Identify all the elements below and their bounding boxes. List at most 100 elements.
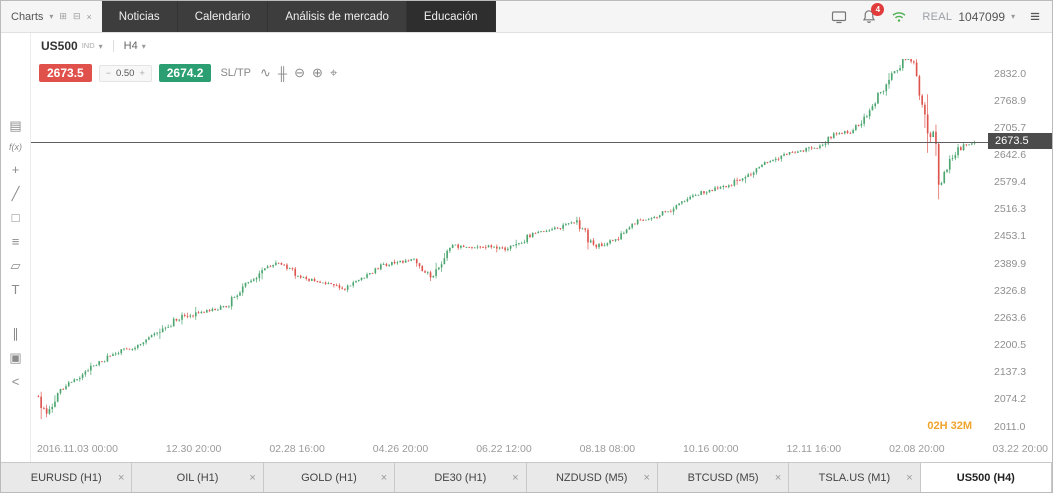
timeframe-selector[interactable]: H4 ▾ [124,40,146,52]
crosshair-icon[interactable]: + [11,162,20,177]
nav-tab-educacion[interactable]: Educación [406,1,496,32]
share-icon[interactable]: < [11,374,20,389]
trade-widget: 2673.5 − 0.50 + 2674.2 SL/TP ∿ ╫ ⊖ ⊕ ⌖ [39,64,337,82]
chart-tab-label: TSLA.US (M1) [818,471,891,484]
y-axis-label: 2137.3 [994,366,1027,379]
y-axis-label: 2705.7 [994,121,1027,134]
chart-tab-label: DE30 (H1) [434,471,487,484]
caret-down-icon: ▾ [1011,12,1016,21]
volume-icon[interactable]: ∥ [12,326,19,341]
x-axis-label: 12.11 16:00 [786,443,842,455]
time-axis[interactable]: 2016.11.03 00:00 12.30 20:00 02.28 16:00… [31,436,1052,462]
y-axis-label: 2011.0 [994,420,1026,433]
account-number: 1047099 [958,9,1006,24]
connection-status-icon [891,10,907,23]
candles-icon[interactable]: ╫ [277,65,288,81]
symbol-bar: US500 IND ▾ H4 ▾ [31,33,1052,59]
price-axis[interactable]: 2832.0 2768.9 2705.7 2642.6 2579.4 2516.… [986,59,1052,436]
topbar-right: 4 REAL 1047099 ▾ ≡ [819,1,1052,32]
hamburger-menu[interactable]: ≡ [1030,6,1040,26]
close-tab-icon[interactable]: × [774,471,782,484]
x-axis-label: 06.22 12:00 [476,443,532,455]
account-selector[interactable]: REAL 1047099 ▾ [922,10,1015,24]
chart-tab-gold[interactable]: GOLD (H1) × [263,463,396,492]
chart-pane: US500 IND ▾ H4 ▾ 2673.5 − 0.50 [31,33,1052,462]
candle-countdown: 02H 32M [927,420,972,432]
close-tab-icon[interactable]: × [643,471,650,484]
x-axis-label: 03.22 20:00 [992,443,1048,455]
symbol-name: US500 [41,39,78,53]
topbar-spacer [496,1,820,32]
zoom-out-icon[interactable]: ⊖ [294,65,306,80]
fibonacci-icon[interactable]: ≡ [11,234,20,249]
x-axis-label: 02.28 16:00 [269,443,325,455]
close-icon[interactable]: × [86,11,92,22]
indicators-icon[interactable]: f(x) [9,142,22,152]
y-axis-label: 2263.6 [994,311,1027,324]
x-axis-label: 12.30 20:00 [165,443,222,455]
y-axis-label: 2768.9 [994,94,1027,107]
close-tab-icon[interactable]: × [117,471,125,484]
y-axis-label: 2389.9 [994,257,1027,270]
account-type-label: REAL [922,10,953,23]
sltp-button[interactable]: SL/TP [220,67,252,79]
caret-down-icon: ▾ [141,41,146,51]
chart-area: 2673.5 − 0.50 + 2674.2 SL/TP ∿ ╫ ⊖ ⊕ ⌖ [31,59,1052,462]
volume-decrease-button[interactable]: − [105,68,111,78]
popout-icon[interactable]: ⊞ [59,11,67,21]
close-tab-icon[interactable]: × [380,471,388,484]
current-price-badge: 2673.5 [988,133,1052,150]
buy-button[interactable]: 2674.2 [158,64,212,82]
chart-tab-oil[interactable]: OIL (H1) × [132,463,264,492]
pan-icon[interactable]: ⌖ [329,65,338,80]
chart-tab-us500[interactable]: US500 (H4) [920,463,1052,492]
volume-value: 0.50 [115,67,135,79]
y-axis-label: 2579.4 [994,176,1027,189]
monitor-icon [832,10,847,23]
shapes-icon[interactable]: □ [11,210,20,225]
collapse-icon[interactable]: ⊟ [72,11,81,21]
close-tab-icon[interactable]: × [906,471,913,484]
divider [112,40,114,52]
y-axis-label: 2326.8 [994,284,1027,297]
line-chart-icon[interactable]: ∿ [260,65,271,80]
candlestick-chart[interactable] [31,59,1052,462]
nav-tab-calendario[interactable]: Calendario [177,1,269,32]
x-axis-label: 04.26 20:00 [372,443,429,455]
chart-display-icon[interactable]: ▤ [9,118,22,133]
notifications-button[interactable]: 4 [862,3,885,24]
y-axis-label: 2200.5 [994,339,1027,352]
y-axis-label: 2453.1 [994,230,1027,243]
chart-tab-label: OIL (H1) [176,471,219,484]
chart-tab-btcusd[interactable]: BTCUSD (M5) × [657,463,790,492]
chart-tab-label: EURUSD (H1) [30,471,102,484]
market-type-label: IND [81,41,95,50]
y-axis-label: 2074.2 [994,393,1027,406]
charts-menu[interactable]: Charts ▾ ⊞ ⊟ × [1,1,102,32]
chart-tab-eurusd[interactable]: EURUSD (H1) × [1,463,133,492]
symbol-selector[interactable]: US500 IND ▾ [41,39,103,53]
chart-tab-nzdusd[interactable]: NZDUSD (M5) × [526,463,658,492]
chart-tab-tslaus[interactable]: TSLA.US (M1) × [789,463,921,492]
nav-tab-analisis[interactable]: Análisis de mercado [268,1,407,32]
chart-tab-de30[interactable]: DE30 (H1) × [395,463,527,492]
eraser-icon[interactable]: ▱ [10,258,21,273]
close-tab-icon[interactable]: × [249,471,256,484]
objects-icon[interactable]: ▣ [9,350,22,365]
close-tab-icon[interactable]: × [512,471,519,484]
text-tool-icon[interactable]: T [11,282,20,297]
x-axis-label: 02.08 20:00 [889,443,945,455]
chart-tool-rail: ▤ f(x) + ╱ □ ≡ ▱ T ∥ ▣ < [1,33,31,462]
sell-button[interactable]: 2673.5 [39,64,92,82]
zoom-in-icon[interactable]: ⊕ [312,65,323,80]
volume-stepper: − 0.50 + [98,64,152,82]
nav-tab-noticias[interactable]: Noticias [101,1,178,32]
main-area: ▤ f(x) + ╱ □ ≡ ▱ T ∥ ▣ < US500 IND ▾ [1,33,1052,462]
volume-increase-button[interactable]: + [139,68,145,78]
chart-tab-label: NZDUSD (M5) [555,471,628,484]
main-nav: Noticias Calendario Análisis de mercado … [101,1,496,32]
trendline-icon[interactable]: ╱ [11,186,20,201]
chart-tab-label: GOLD (H1) [301,471,357,484]
workspace-button[interactable] [831,10,847,24]
